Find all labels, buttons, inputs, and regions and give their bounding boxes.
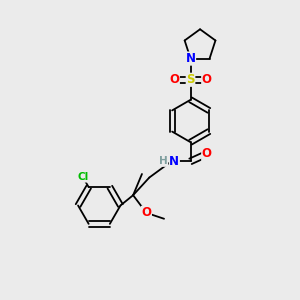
- Text: S: S: [186, 73, 195, 86]
- Text: N: N: [169, 155, 179, 168]
- Text: N: N: [185, 52, 196, 65]
- Text: O: O: [141, 206, 152, 219]
- Text: Cl: Cl: [77, 172, 88, 182]
- Text: O: O: [169, 73, 179, 86]
- Text: O: O: [202, 73, 212, 86]
- Text: H: H: [159, 156, 167, 166]
- Text: O: O: [202, 148, 212, 160]
